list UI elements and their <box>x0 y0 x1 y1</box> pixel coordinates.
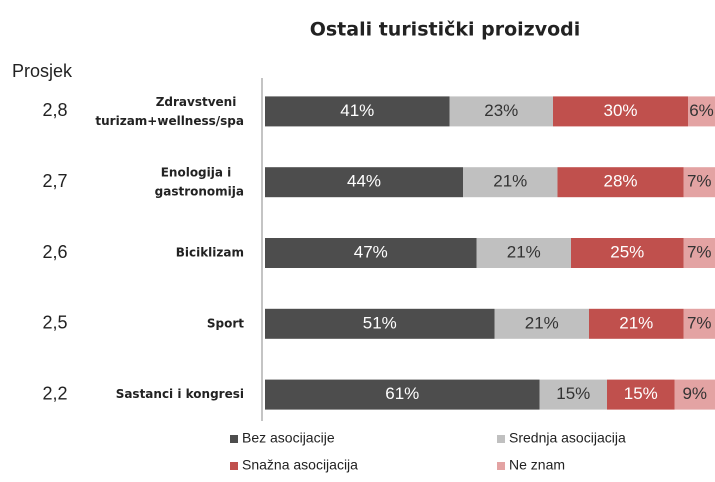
category-label: Sastanci i kongresi <box>116 387 244 401</box>
bar-segment <box>607 379 675 410</box>
value-label: 25% <box>610 242 644 261</box>
legend-label: Bez asocijacije <box>242 430 335 446</box>
average-label: 2,7 <box>42 171 67 191</box>
legend-label: Ne znam <box>509 457 565 473</box>
bar-segment <box>674 379 715 410</box>
average-label: 2,2 <box>42 383 67 403</box>
value-label: 7% <box>687 313 712 332</box>
bar-segment <box>476 238 571 268</box>
average-title: Prosjek <box>12 61 73 81</box>
bar-segment <box>265 96 450 127</box>
value-label: 21% <box>619 313 653 332</box>
bar-segment <box>557 167 684 198</box>
value-label: 21% <box>493 172 527 191</box>
value-label: 28% <box>603 172 637 191</box>
category-label: Sport <box>207 316 244 330</box>
average-label: 2,5 <box>42 313 67 333</box>
category-label: Biciklizam <box>176 246 244 260</box>
legend-swatch <box>497 462 505 470</box>
bar-segment <box>683 167 715 198</box>
value-label: 15% <box>556 384 590 403</box>
value-label: 7% <box>687 242 712 261</box>
legend-label: Srednja asocijacija <box>509 430 626 446</box>
bar-segment <box>494 308 589 339</box>
value-label: 41% <box>340 101 374 120</box>
value-label: 21% <box>507 242 541 261</box>
value-label: 9% <box>682 384 707 403</box>
value-label: 6% <box>689 101 714 120</box>
bar-segment <box>449 96 553 127</box>
legend-swatch <box>230 435 238 443</box>
legend-label: Snažna asocijacija <box>242 457 358 473</box>
bar-segment <box>683 308 715 339</box>
value-label: 61% <box>385 384 419 403</box>
bar-segment <box>571 238 684 268</box>
average-label: 2,6 <box>42 242 67 262</box>
category-label: Zdravstveni turizam+wellness/spa <box>95 94 244 127</box>
bar-segment <box>539 379 607 410</box>
bar-segment <box>688 96 715 127</box>
average-label: 2,8 <box>42 100 67 120</box>
legend-swatch <box>497 435 505 443</box>
value-label: 23% <box>484 101 518 120</box>
value-label: 15% <box>624 384 658 403</box>
bar-segment <box>265 238 477 268</box>
value-label: 51% <box>363 313 397 332</box>
legend-swatch <box>230 462 238 470</box>
bar-segment <box>589 308 684 339</box>
value-label: 44% <box>347 172 381 191</box>
value-label: 30% <box>603 101 637 120</box>
bar-segment <box>553 96 688 127</box>
category-label: Enologija i gastronomija <box>155 165 244 198</box>
value-label: 47% <box>354 242 388 261</box>
chart-title: Ostali turistički proizvodi <box>310 19 581 41</box>
bar-segment <box>265 167 463 198</box>
bar-segment <box>265 379 540 410</box>
bar-segment <box>265 308 495 339</box>
value-label: 21% <box>525 313 559 332</box>
value-label: 7% <box>687 172 712 191</box>
bar-segment <box>683 238 715 268</box>
bar-segment <box>463 167 558 198</box>
